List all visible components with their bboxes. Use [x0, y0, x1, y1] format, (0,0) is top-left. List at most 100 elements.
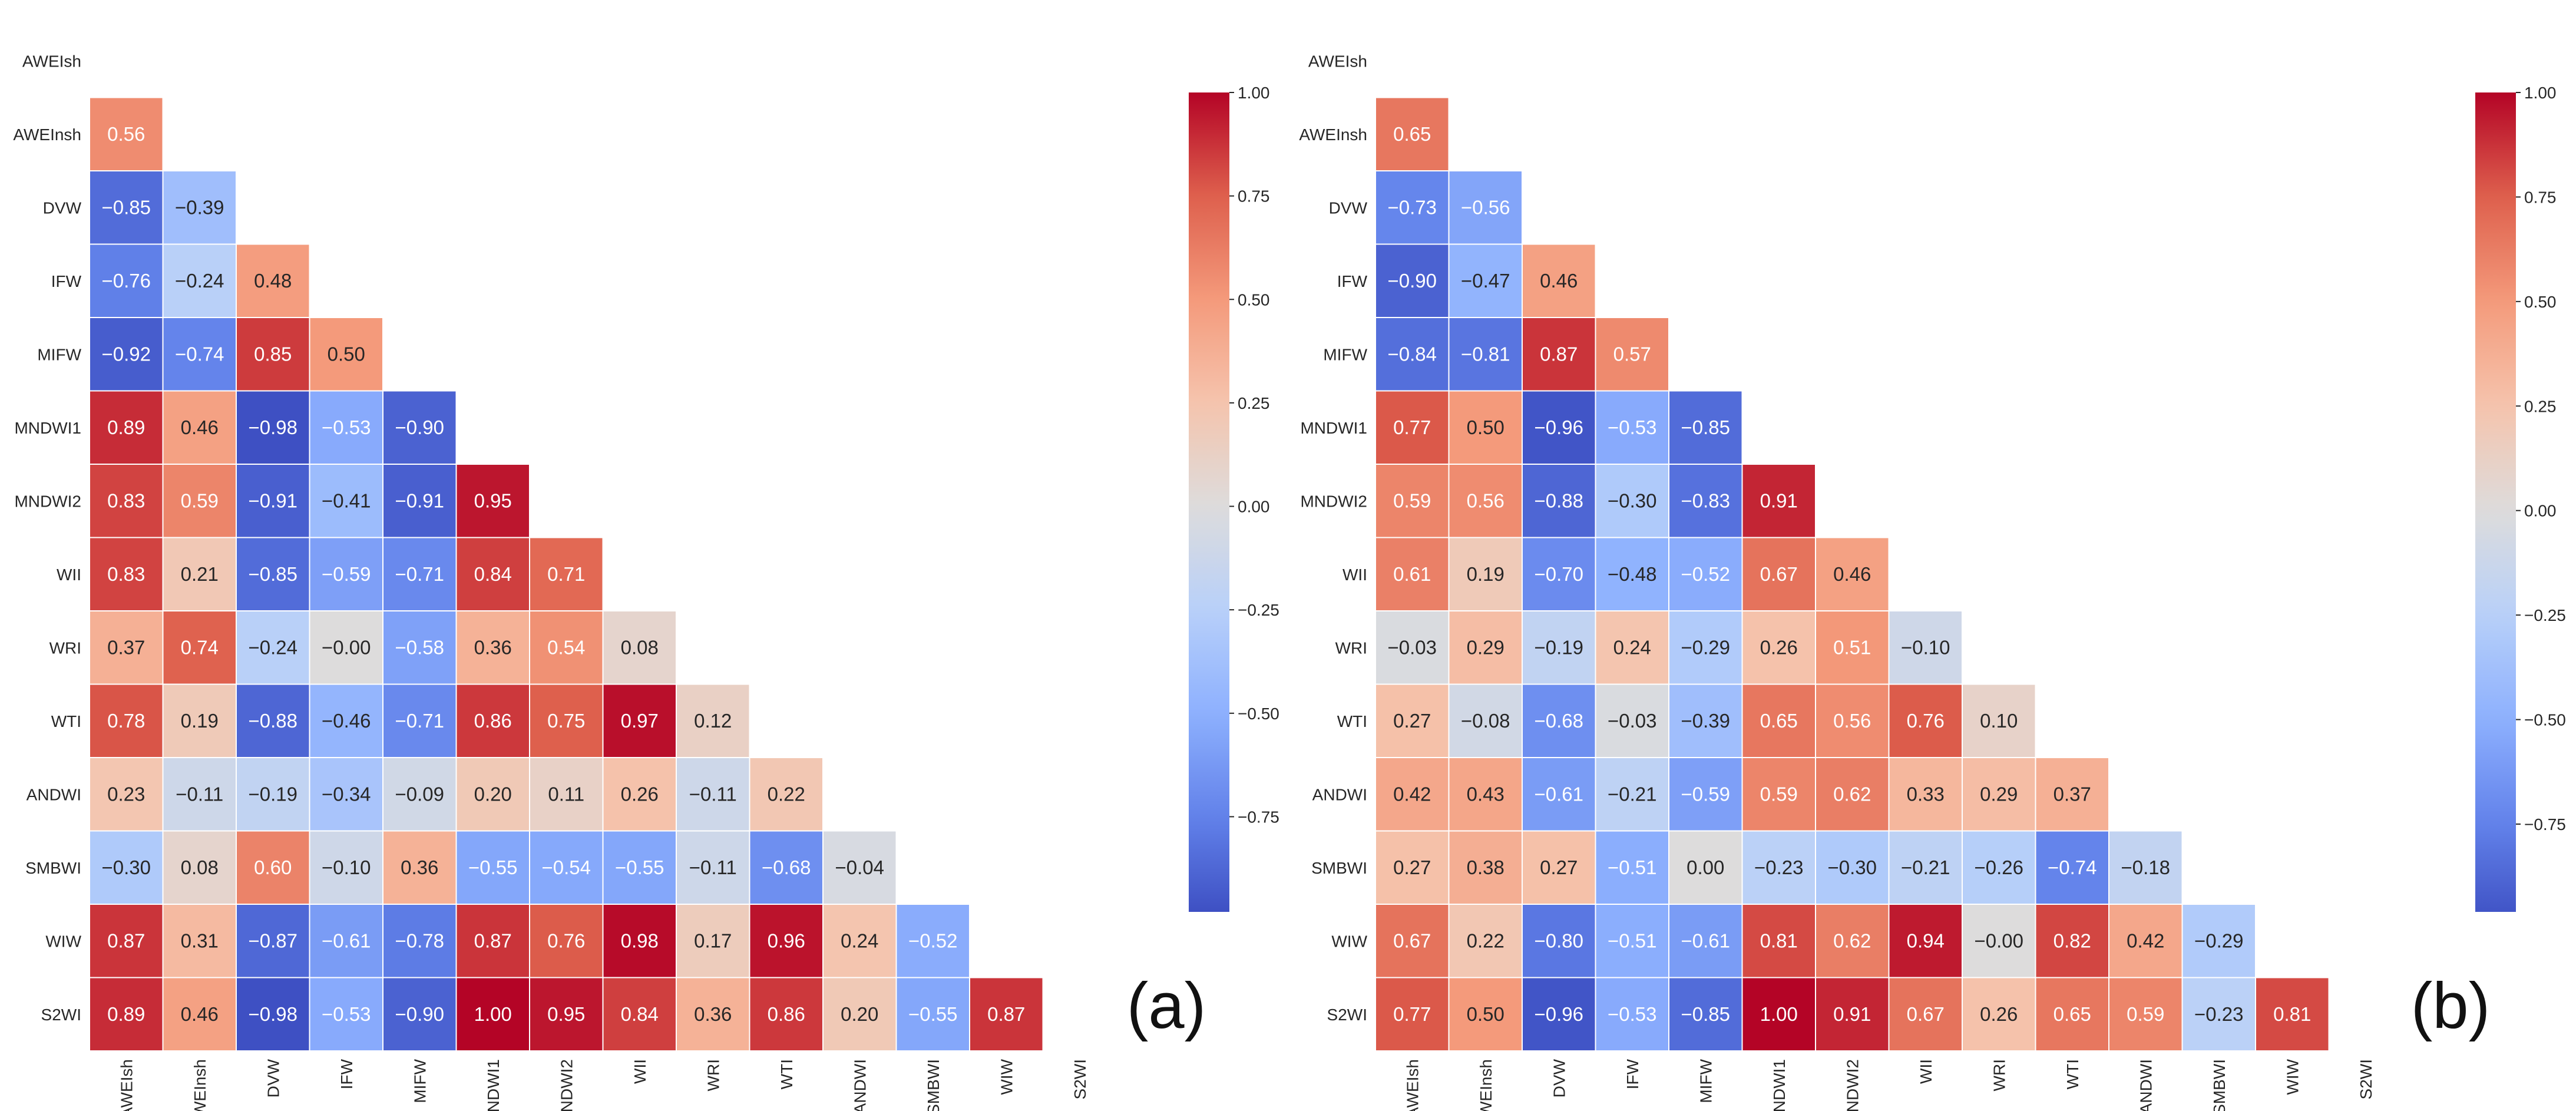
- heatmap-cell: [602, 610, 677, 685]
- heatmap-cell: [382, 757, 457, 832]
- heatmap-cell: [89, 464, 164, 538]
- heatmap-cell: [1522, 977, 1596, 1052]
- cell-value-label: 0.56: [1467, 490, 1504, 511]
- cell-value-label: 0.95: [547, 1003, 585, 1025]
- cell-value-label: 0.08: [621, 636, 659, 658]
- cell-value-label: −0.90: [395, 416, 445, 438]
- cell-value-label: 0.62: [1833, 930, 1871, 951]
- heatmap-cell: [1375, 243, 1450, 318]
- heatmap-cell: [529, 537, 604, 611]
- heatmap-cell: [309, 757, 383, 832]
- cell-value-label: −0.10: [1901, 636, 1950, 658]
- cell-value-label: 0.61: [1393, 563, 1431, 585]
- y-tick-label: S2WI: [41, 1006, 81, 1024]
- cell-value-label: 0.50: [1467, 1003, 1504, 1025]
- cell-value-label: −0.96: [1535, 416, 1584, 438]
- cell-value-label: −0.88: [1535, 490, 1584, 511]
- heatmap-cell: [236, 610, 310, 685]
- cell-value-label: 0.67: [1393, 930, 1431, 951]
- x-tick-label: WII: [1917, 1059, 1935, 1084]
- x-tick-label: IFW: [338, 1059, 356, 1089]
- cell-value-label: 0.96: [768, 930, 805, 951]
- cell-value-label: 0.17: [694, 930, 732, 951]
- heatmap-cell: [2255, 977, 2330, 1052]
- heatmap-cell: [236, 904, 310, 978]
- heatmap-cell: [895, 904, 970, 978]
- heatmap-cell: [529, 683, 604, 758]
- heatmap-cell: [1668, 757, 1743, 832]
- cell-value-label: −0.52: [1681, 563, 1731, 585]
- heatmap-cell: [1595, 390, 1669, 465]
- heatmap-cell: [1375, 610, 1450, 685]
- cell-value-label: −0.26: [1975, 857, 2024, 878]
- cell-value-label: −0.11: [689, 783, 737, 805]
- cell-value-label: −0.83: [1681, 490, 1731, 511]
- heatmap-cell: [1375, 170, 1450, 245]
- heatmap-cell: [1595, 317, 1669, 392]
- cell-value-label: −0.51: [1608, 857, 1657, 878]
- y-tick-label: WIW: [1331, 932, 1367, 950]
- cell-value-label: 0.46: [181, 1003, 219, 1025]
- x-tick-label: AWEInsh: [191, 1059, 209, 1111]
- heatmap-cell: [309, 683, 383, 758]
- heatmap-cell: [1962, 757, 2036, 832]
- cell-value-label: −0.10: [322, 857, 371, 878]
- heatmap-cell: [1595, 464, 1669, 538]
- y-tick-label: WRI: [49, 639, 81, 657]
- cell-value-label: −0.73: [1388, 196, 1437, 218]
- heatmap-cell: [1815, 977, 1890, 1052]
- cell-value-label: 0.26: [1760, 636, 1798, 658]
- heatmap-cell: [1595, 977, 1669, 1052]
- cell-value-label: −0.80: [1535, 930, 1584, 951]
- cell-value-label: 0.54: [547, 636, 585, 658]
- heatmap-cell: [529, 904, 604, 978]
- x-tick-label: WRI: [1990, 1059, 2008, 1091]
- heatmap-cell: [455, 757, 530, 832]
- heatmap-cell: [1962, 904, 2036, 978]
- colorbar-tick-label: 0.00: [2524, 502, 2557, 520]
- cell-value-label: 0.67: [1907, 1003, 1945, 1025]
- heatmap-cell: [455, 830, 530, 905]
- cell-value-label: 0.19: [1467, 563, 1504, 585]
- cell-value-label: 0.36: [694, 1003, 732, 1025]
- cell-value-label: 0.89: [107, 1003, 145, 1025]
- heatmap-cell: [2035, 830, 2109, 905]
- heatmap-cell: [1888, 757, 1963, 832]
- cell-value-label: 0.87: [1540, 343, 1578, 365]
- cell-value-label: −0.00: [1975, 930, 2024, 951]
- colorbar-tick-label: −0.50: [1238, 705, 1279, 723]
- x-tick-label: WTI: [778, 1059, 796, 1089]
- cell-value-label: 0.00: [1687, 857, 1724, 878]
- cell-value-label: 0.81: [1760, 930, 1798, 951]
- cell-value-label: −0.76: [102, 270, 151, 292]
- cell-value-label: −0.78: [395, 930, 445, 951]
- heatmap-cell: [1375, 683, 1450, 758]
- cell-value-label: −0.61: [1535, 783, 1584, 805]
- cell-value-label: 0.94: [1907, 930, 1945, 951]
- heatmap-cell: [602, 904, 677, 978]
- heatmap-cell: [236, 977, 310, 1052]
- cell-value-label: 0.59: [2127, 1003, 2164, 1025]
- heatmap-cell: [1668, 464, 1743, 538]
- cell-value-label: −0.91: [395, 490, 445, 511]
- heatmap-cell: [1522, 683, 1596, 758]
- cell-value-label: 0.74: [181, 636, 219, 658]
- heatmap-cell: [309, 830, 383, 905]
- cell-value-label: −0.90: [1388, 270, 1437, 292]
- colorbar-tick-label: 1.00: [2524, 84, 2557, 102]
- cell-value-label: −0.24: [249, 636, 298, 658]
- panel-label: (b): [2411, 970, 2490, 1042]
- cell-value-label: −0.52: [908, 930, 958, 951]
- cell-value-label: −0.23: [2194, 1003, 2244, 1025]
- cell-value-label: −0.68: [1535, 710, 1584, 732]
- colorbar-tick-label: 0.50: [1238, 290, 1270, 309]
- cell-value-label: 0.65: [1393, 123, 1431, 145]
- cell-value-label: 0.59: [181, 490, 219, 511]
- heatmap-panel-b: 0.65 −0.73 −0.56 −0.90 −0.47 0.46 −0.84 −0.81 0.…: [1299, 52, 2566, 1111]
- cell-value-label: 0.75: [547, 710, 585, 732]
- cell-value-label: 0.65: [1760, 710, 1798, 732]
- heatmap-cell: [236, 464, 310, 538]
- cell-value-label: 0.20: [841, 1003, 878, 1025]
- heatmap-cell: [1375, 830, 1450, 905]
- colorbar-tick-label: 0.75: [1238, 187, 1270, 206]
